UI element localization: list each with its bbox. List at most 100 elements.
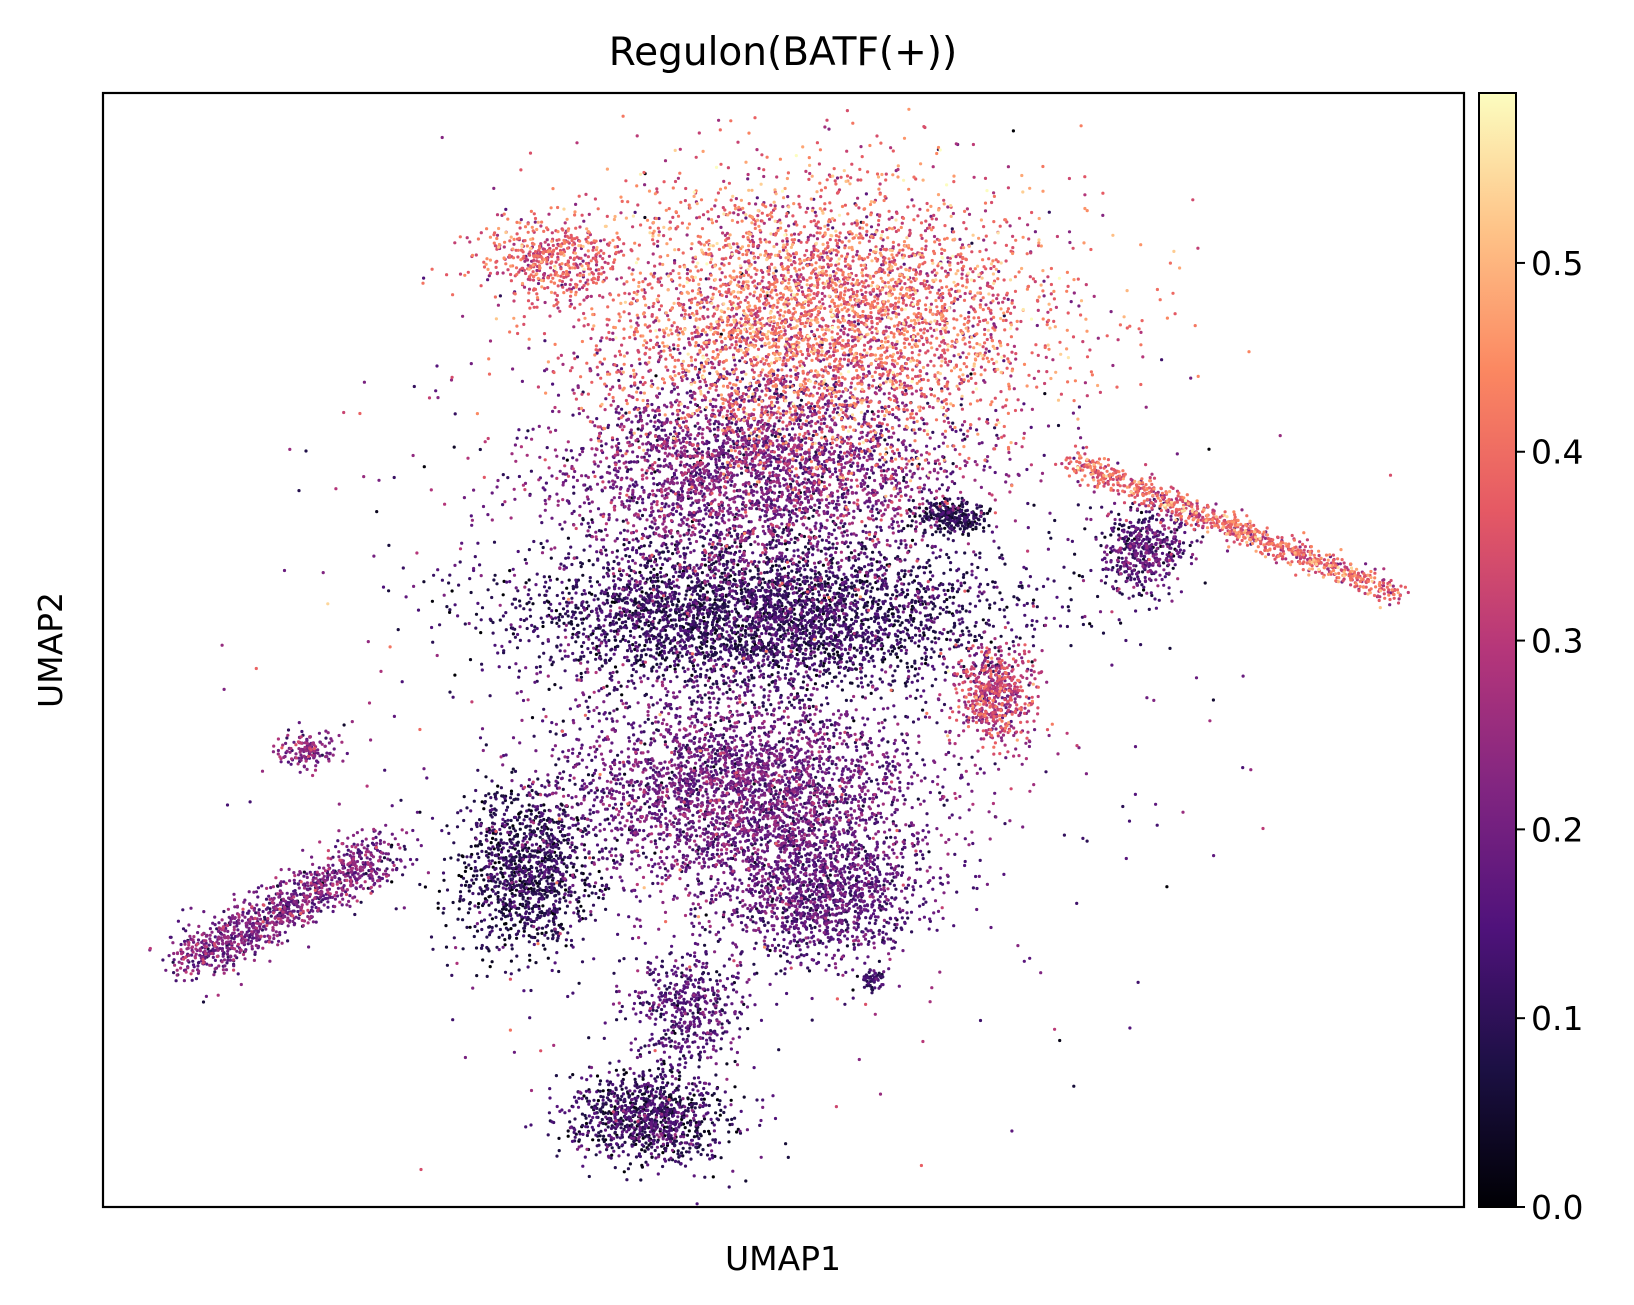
cell-point — [771, 659, 775, 663]
cell-point — [767, 756, 771, 760]
cell-point — [639, 563, 643, 567]
cell-point — [511, 837, 515, 841]
cell-point — [886, 740, 890, 744]
cell-point — [555, 577, 559, 581]
cell-point — [645, 561, 650, 565]
cell-point — [582, 654, 586, 659]
cell-point — [488, 894, 492, 898]
cell-point — [612, 629, 616, 634]
cell-point — [725, 496, 729, 500]
cell-point — [781, 530, 785, 534]
cell-point — [742, 1095, 746, 1099]
cell-point — [872, 619, 877, 624]
cell-point — [617, 617, 621, 621]
cell-point — [565, 458, 569, 462]
cell-point — [437, 889, 441, 893]
cell-point — [488, 694, 492, 698]
cell-point — [722, 910, 726, 914]
cell-point — [749, 542, 753, 547]
cell-point — [452, 841, 456, 845]
cell-point — [589, 633, 593, 637]
cell-point — [678, 570, 682, 574]
cell-point — [721, 736, 725, 740]
cell-point — [660, 599, 664, 603]
cell-point — [469, 884, 473, 888]
cell-point — [481, 958, 485, 962]
cell-point — [793, 536, 797, 540]
cell-point — [796, 672, 800, 676]
cell-point — [513, 635, 518, 639]
cell-point — [583, 888, 587, 893]
cell-point — [600, 876, 604, 880]
cell-point — [442, 857, 447, 862]
cell-point — [778, 788, 783, 792]
cell-point — [579, 561, 583, 565]
cell-point — [545, 879, 549, 883]
cell-point — [866, 640, 870, 644]
cell-point — [643, 802, 647, 806]
cell-point — [598, 1079, 603, 1083]
cell-point — [826, 702, 830, 706]
cell-point — [558, 900, 562, 904]
cell-point — [973, 624, 977, 628]
cell-point — [942, 600, 947, 604]
cell-point — [716, 701, 720, 705]
cell-point — [617, 959, 622, 963]
cell-point — [714, 1073, 718, 1077]
cell-point — [657, 457, 661, 461]
cell-point — [831, 648, 835, 653]
cell-point — [801, 863, 805, 867]
cell-point — [502, 579, 506, 584]
cell-point — [1000, 553, 1004, 557]
cell-point — [729, 1098, 733, 1102]
cell-point — [597, 896, 601, 900]
cell-point — [982, 517, 986, 521]
cell-point — [870, 410, 874, 414]
cell-point — [893, 669, 897, 673]
cell-point — [966, 533, 971, 538]
cell-point — [661, 1164, 665, 1169]
cell-point — [878, 607, 882, 611]
cell-point — [607, 465, 611, 469]
cell-point — [913, 514, 917, 518]
cell-point — [510, 947, 514, 951]
cell-point — [650, 721, 655, 725]
cell-point — [913, 661, 917, 665]
cell-point — [497, 909, 501, 913]
cell-point — [436, 906, 440, 910]
cell-point — [959, 403, 963, 407]
cell-point — [966, 589, 970, 593]
cell-point — [899, 542, 903, 546]
cell-point — [622, 1072, 626, 1076]
cell-point — [557, 1149, 561, 1153]
cell-point — [456, 917, 460, 921]
cell-point — [927, 515, 931, 519]
cell-point — [566, 1134, 570, 1138]
cell-point — [518, 902, 522, 907]
cell-point — [469, 844, 473, 849]
cell-point — [832, 745, 836, 750]
cell-point — [540, 931, 544, 936]
cell-point — [623, 1140, 627, 1144]
cell-point — [554, 732, 558, 736]
cell-point — [768, 871, 772, 876]
cell-point — [564, 899, 568, 903]
cell-point — [527, 846, 531, 850]
cell-point — [476, 768, 480, 772]
cell-point — [478, 839, 482, 844]
cell-point — [577, 631, 581, 635]
cell-point — [705, 668, 709, 672]
cell-point — [911, 565, 915, 569]
cell-point — [669, 1093, 673, 1097]
cell-point — [604, 846, 608, 850]
cell-point — [659, 1085, 663, 1090]
cell-point — [452, 445, 456, 449]
scatter-points — [148, 107, 1410, 1206]
cell-point — [705, 1153, 710, 1157]
cell-point — [718, 997, 722, 1001]
cell-point — [585, 1096, 589, 1100]
cell-point — [695, 787, 699, 792]
cell-point — [973, 634, 977, 639]
cell-point — [527, 600, 531, 604]
cell-point — [487, 903, 491, 907]
